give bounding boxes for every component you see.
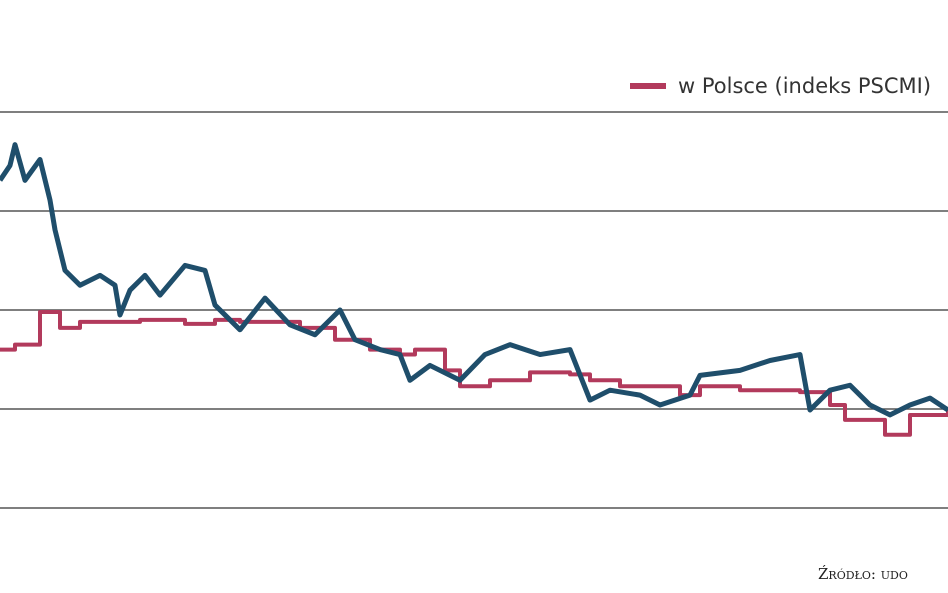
series-line	[0, 142, 948, 418]
legend-label: w Polsce (indeks PSCMI)	[678, 74, 931, 98]
source: Źródło: udo	[818, 565, 908, 583]
series-line	[0, 309, 948, 437]
